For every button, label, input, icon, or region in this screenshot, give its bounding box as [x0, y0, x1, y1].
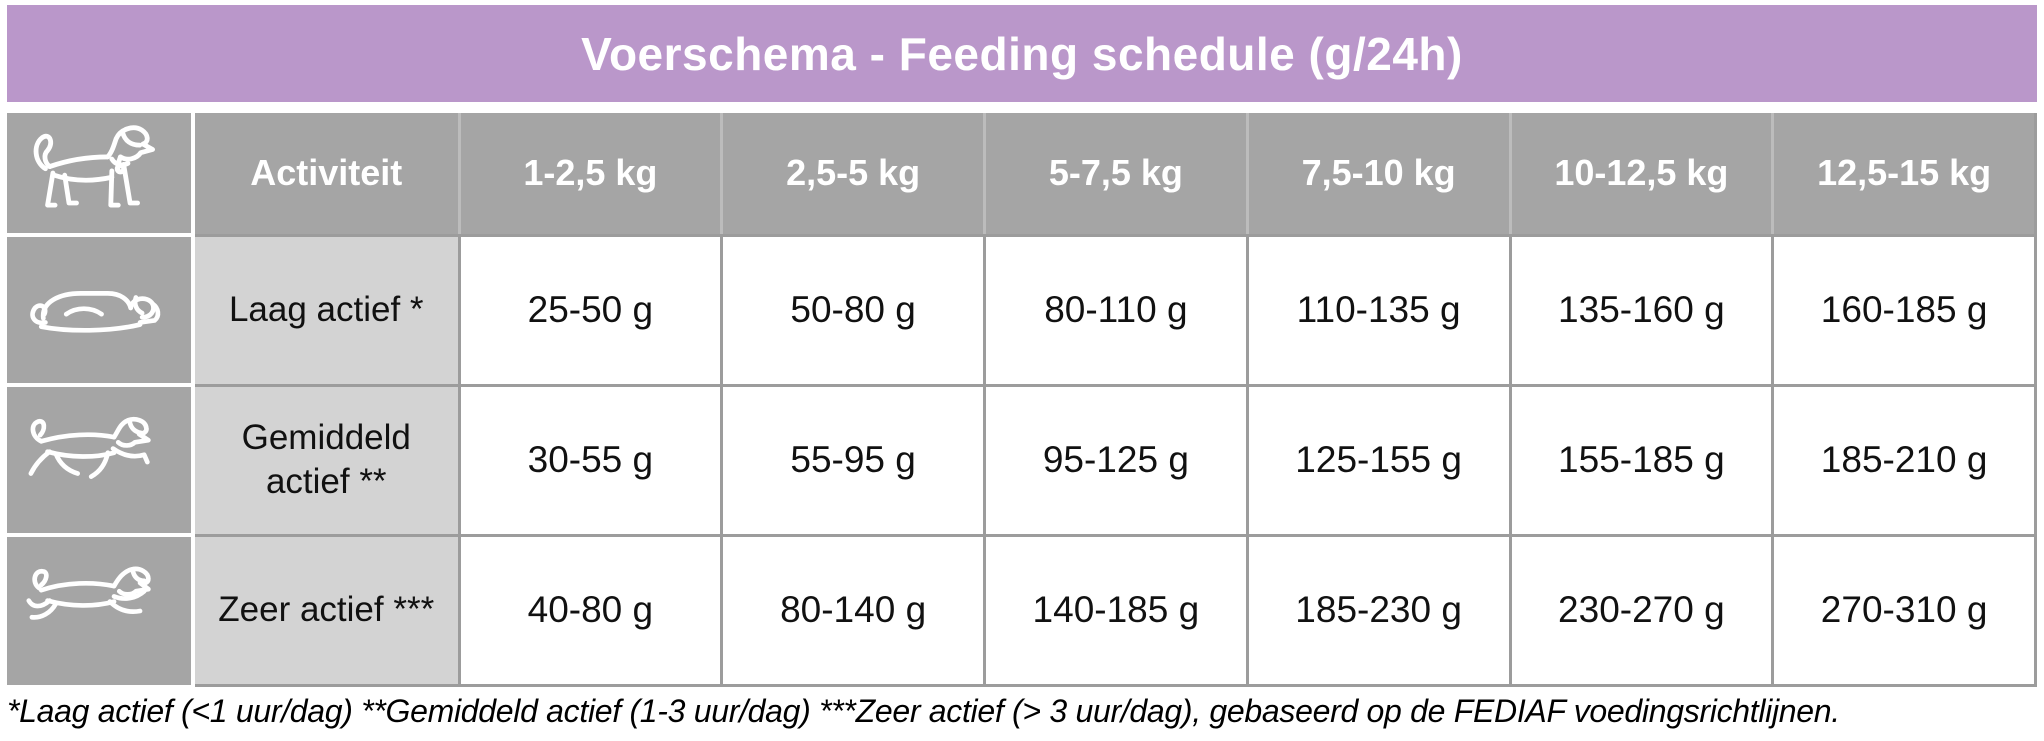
feeding-value: 110-135 g	[1245, 233, 1512, 387]
trotting-dog-icon	[28, 416, 151, 479]
footnote-text: *Laag actief (<1 uur/dag) **Gemiddeld ac…	[7, 692, 1840, 729]
feeding-value: 135-160 g	[1508, 233, 1775, 387]
activity-label: Gemiddeld actief **	[193, 383, 459, 537]
standing-dog-icon	[33, 125, 155, 208]
row-icon-cell	[7, 233, 195, 387]
column-header-activiteit: Activiteit	[191, 113, 461, 237]
feeding-value: 270-310 g	[1771, 533, 2037, 687]
feeding-value: 55-95 g	[720, 383, 986, 537]
column-header-2-5-5kg: 2,5-5 kg	[720, 113, 986, 237]
feeding-value: 140-185 g	[983, 533, 1249, 687]
activity-label: Zeer actief ***	[193, 533, 459, 687]
column-header-10-12-5kg: 10-12,5 kg	[1508, 113, 1775, 237]
lying-dog-icon	[29, 291, 160, 333]
galloping-dog-icon	[25, 566, 151, 620]
feeding-value: 160-185 g	[1771, 233, 2037, 387]
column-header-12-5-15kg: 12,5-15 kg	[1771, 113, 2037, 237]
feeding-value: 155-185 g	[1508, 383, 1775, 537]
row-icon-cell	[7, 533, 195, 685]
feeding-value: 40-80 g	[457, 533, 724, 687]
feeding-value: 185-210 g	[1771, 383, 2037, 537]
feeding-value: 30-55 g	[457, 383, 724, 537]
title-banner: Voerschema - Feeding schedule (g/24h)	[7, 5, 2037, 102]
column-header-1-2-5kg: 1-2,5 kg	[457, 113, 724, 237]
header-row: Activiteit 1-2,5 kg 2,5-5 kg 5-7,5 kg 7,…	[7, 113, 2037, 237]
feeding-value: 125-155 g	[1245, 383, 1512, 537]
table-row-gemiddeld-actief: Gemiddeld actief ** 30-55 g 55-95 g 95-1…	[7, 383, 2037, 537]
table-row-laag-actief: Laag actief * 25-50 g 50-80 g 80-110 g 1…	[7, 233, 2037, 387]
feeding-value: 185-230 g	[1245, 533, 1512, 687]
feeding-value: 80-140 g	[720, 533, 986, 687]
row-icon-cell	[7, 383, 195, 537]
page-title: Voerschema - Feeding schedule (g/24h)	[581, 27, 1463, 80]
feeding-value: 25-50 g	[457, 233, 724, 387]
feeding-schedule-table: Activiteit 1-2,5 kg 2,5-5 kg 5-7,5 kg 7,…	[7, 113, 2037, 687]
column-header-5-7-5kg: 5-7,5 kg	[983, 113, 1249, 237]
feeding-value: 230-270 g	[1508, 533, 1775, 687]
column-header-7-5-10kg: 7,5-10 kg	[1245, 113, 1512, 237]
activity-label: Laag actief *	[193, 233, 459, 387]
feeding-value: 80-110 g	[983, 233, 1249, 387]
table-row-zeer-actief: Zeer actief *** 40-80 g 80-140 g 140-185…	[7, 533, 2037, 687]
feeding-value: 95-125 g	[983, 383, 1249, 537]
corner-icon-cell	[7, 113, 195, 237]
feeding-value: 50-80 g	[720, 233, 986, 387]
